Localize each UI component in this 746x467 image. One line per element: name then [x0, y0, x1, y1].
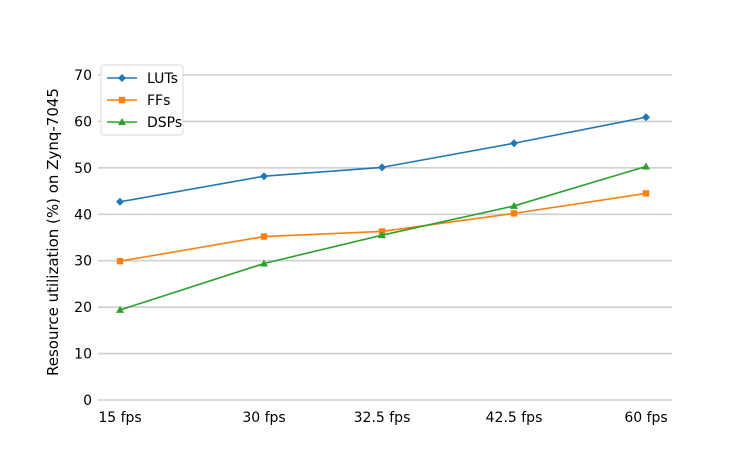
- point-luts-2: [260, 172, 268, 181]
- point-dsps-2: [260, 259, 268, 267]
- x-tick-label-3: 32.5 fps: [354, 410, 411, 426]
- point-ffs-1: [116, 257, 124, 265]
- legend-label-luts: LUTs: [147, 71, 178, 87]
- legend-item-dsps: DSPs: [107, 115, 182, 131]
- series-ffs: [116, 190, 650, 265]
- point-luts-4: [510, 139, 518, 148]
- legend-marker-dsps: [118, 118, 126, 125]
- series-line-ffs: [119, 192, 647, 262]
- y-tick-label-50: 50: [74, 161, 92, 177]
- series-luts: [116, 113, 650, 206]
- x-tick-label-5: 60 fps: [624, 410, 667, 426]
- point-luts-3: [378, 163, 386, 172]
- y-axis-title: Resource utilization (%) on Zynq-7045: [44, 88, 62, 376]
- point-dsps-4: [510, 201, 518, 209]
- y-tick-label-70: 70: [74, 68, 92, 84]
- legend-label-dsps: DSPs: [147, 115, 182, 131]
- y-axis-ticks: 0 10 20 30 40 50 60 70: [74, 68, 92, 409]
- y-tick-label-20: 20: [74, 300, 92, 316]
- x-tick-label-4: 42.5 fps: [486, 410, 543, 426]
- point-luts-5: [642, 113, 650, 122]
- point-dsps-3: [378, 231, 386, 239]
- series-dsps: [116, 162, 650, 313]
- x-axis-ticks: 15 fps 30 fps 32.5 fps 42.5 fps 60 fps: [98, 410, 667, 426]
- point-dsps-1: [116, 305, 124, 313]
- y-tick-label-30: 30: [74, 254, 92, 270]
- point-ffs-4: [510, 210, 518, 217]
- point-dsps-5: [642, 162, 650, 170]
- y-tick-label-10: 10: [74, 347, 92, 363]
- legend: LUTs FFs DSPs: [100, 64, 184, 136]
- x-tick-label-1: 15 fps: [98, 410, 141, 426]
- y-tick-label-40: 40: [74, 207, 92, 223]
- data-series: [116, 113, 650, 313]
- y-tick-label-60: 60: [74, 114, 92, 130]
- legend-box: [100, 64, 184, 136]
- legend-item-ffs: FFs: [107, 93, 170, 109]
- series-line-luts: [119, 116, 647, 203]
- point-ffs-2: [260, 233, 268, 240]
- y-tick-label-0: 0: [83, 393, 92, 409]
- legend-marker-luts: [118, 74, 126, 82]
- x-tick-label-2: 30 fps: [242, 410, 285, 426]
- legend-marker-ffs: [118, 96, 126, 104]
- point-luts-1: [116, 197, 124, 206]
- legend-item-luts: LUTs: [107, 71, 178, 87]
- legend-label-ffs: FFs: [147, 93, 170, 109]
- point-ffs-5: [642, 190, 650, 197]
